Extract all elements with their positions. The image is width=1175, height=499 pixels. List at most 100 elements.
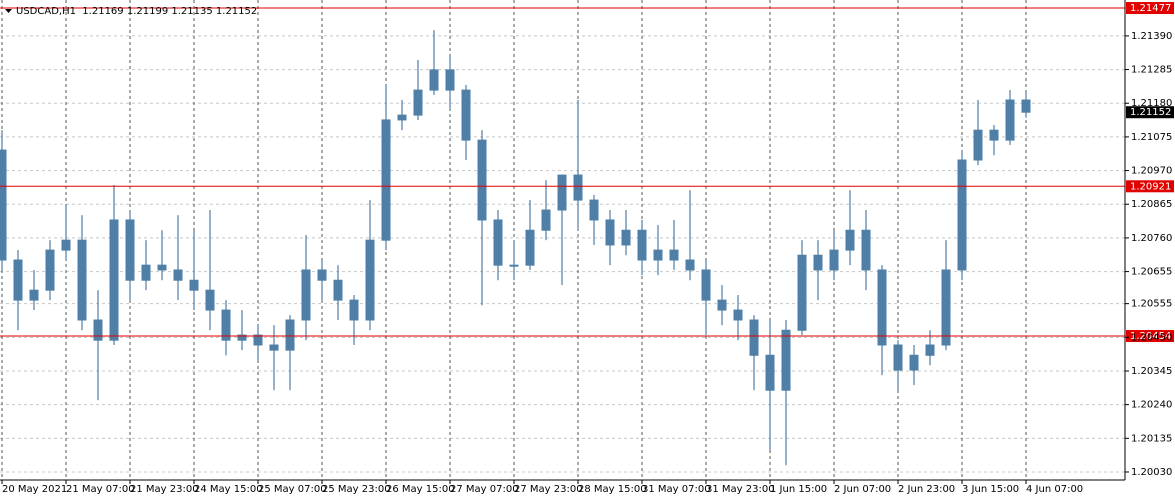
candle-body (445, 69, 455, 91)
level-label: 1.20921 (1130, 181, 1171, 192)
x-tick-label: 21 May 23:00 (130, 484, 199, 495)
candle-body (205, 289, 215, 311)
x-tick-label: 25 May 07:00 (258, 484, 327, 495)
candle-body (797, 254, 807, 331)
y-tick-label: 1.21180 (1131, 98, 1172, 109)
level-label-bg (1126, 2, 1174, 15)
candle-body (189, 279, 199, 291)
x-tick-label: 27 May 07:00 (450, 484, 519, 495)
y-tick-label: 1.20345 (1131, 366, 1172, 377)
candle-body (381, 119, 391, 241)
last-price-bg (1126, 106, 1174, 119)
candle-body (125, 219, 135, 281)
candle-body (333, 279, 343, 301)
candle-body (317, 269, 327, 281)
x-tick-label: 2 Jun 07:00 (834, 484, 891, 495)
candle-body (605, 219, 615, 246)
candle-body (653, 249, 663, 261)
x-tick-label: 1 Jun 15:00 (770, 484, 827, 495)
candle-body (525, 229, 535, 266)
y-tick-label: 1.20450 (1131, 332, 1172, 343)
candle-body (477, 139, 487, 221)
y-tick-label: 1.20555 (1131, 299, 1172, 310)
x-tick-label: 31 May 07:00 (642, 484, 711, 495)
candle-body (365, 239, 375, 321)
candle-body (957, 159, 967, 271)
y-tick-label: 1.20970 (1131, 166, 1172, 177)
candle-body (973, 129, 983, 161)
candle-body (45, 249, 55, 291)
last-price-label: 1.21152 (1130, 107, 1171, 118)
x-tick-label: 27 May 23:00 (514, 484, 583, 495)
candle-body (1021, 99, 1031, 113)
candle-body (701, 269, 711, 301)
candle-body (573, 174, 583, 201)
y-tick-label: 1.20865 (1131, 199, 1172, 210)
candle-body (237, 334, 247, 341)
candle-body (717, 299, 727, 311)
overlay-layer: 1.21477 1.20921 1.20454 1.21152 (0, 2, 1174, 343)
candle-body (589, 199, 599, 221)
level-label: 1.20454 (1130, 331, 1171, 342)
candle-body (221, 309, 231, 341)
candle-body (621, 229, 631, 246)
chart-title: USDCAD,H1 1.21169 1.21199 1.21135 1.2115… (16, 6, 257, 17)
x-tick-label: 25 May 23:00 (322, 484, 391, 495)
candle-body (157, 264, 167, 271)
candle-body (1005, 99, 1015, 141)
y-tick-label: 1.20655 (1131, 267, 1172, 278)
candle-body (861, 229, 871, 271)
candle-body (829, 249, 839, 271)
x-tick-label: 31 May 23:00 (706, 484, 775, 495)
candle-body (669, 249, 679, 261)
candle-body (813, 254, 823, 271)
y-tick-label: 1.20760 (1131, 233, 1172, 244)
candle-body (429, 69, 439, 91)
candle-body (749, 319, 759, 356)
candle-body (93, 319, 103, 341)
candle-body (13, 259, 23, 301)
candle-body (61, 239, 71, 251)
candle-body (941, 269, 951, 346)
x-tick-label: 2 Jun 23:00 (898, 484, 955, 495)
candle-body (253, 334, 263, 346)
y-tick-label: 1.21285 (1131, 65, 1172, 76)
y-tick-label: 1.20030 (1131, 467, 1172, 478)
candle-body (541, 209, 551, 231)
level-label-bg (1126, 180, 1174, 193)
candle-body (285, 319, 295, 351)
y-tick-label: 1.20135 (1131, 433, 1172, 444)
candle-body (989, 129, 999, 141)
candle-body (925, 344, 935, 356)
candle-body (461, 89, 471, 141)
y-tick-label: 1.21390 (1131, 31, 1172, 42)
y-tick-label: 1.20240 (1131, 400, 1172, 411)
candle-body (893, 344, 903, 371)
candle-body (493, 219, 503, 266)
candle-body (301, 269, 311, 321)
level-label: 1.21477 (1130, 3, 1171, 14)
candle-body (509, 264, 519, 267)
x-tick-label: 26 May 15:00 (386, 484, 455, 495)
x-tick-label: 4 Jun 07:00 (1026, 484, 1083, 495)
candle-body (173, 269, 183, 281)
candle-body (765, 354, 775, 391)
x-tick-label: 3 Jun 15:00 (962, 484, 1019, 495)
candle-body (0, 149, 7, 261)
x-tick-label: 20 May 2021 (2, 484, 67, 495)
candle-body (77, 239, 87, 321)
marks-layer (0, 30, 1031, 466)
y-tick-label: 1.21075 (1131, 132, 1172, 143)
x-tick-label: 28 May 15:00 (578, 484, 647, 495)
candle-body (29, 289, 39, 301)
candle-body (413, 89, 423, 116)
candle-body (733, 309, 743, 321)
candle-body (349, 299, 359, 321)
candle-body (845, 229, 855, 251)
candle-body (141, 264, 151, 281)
x-tick-label: 21 May 07:00 (66, 484, 135, 495)
menu-triangle[interactable] (5, 9, 12, 13)
candle-body (397, 114, 407, 121)
